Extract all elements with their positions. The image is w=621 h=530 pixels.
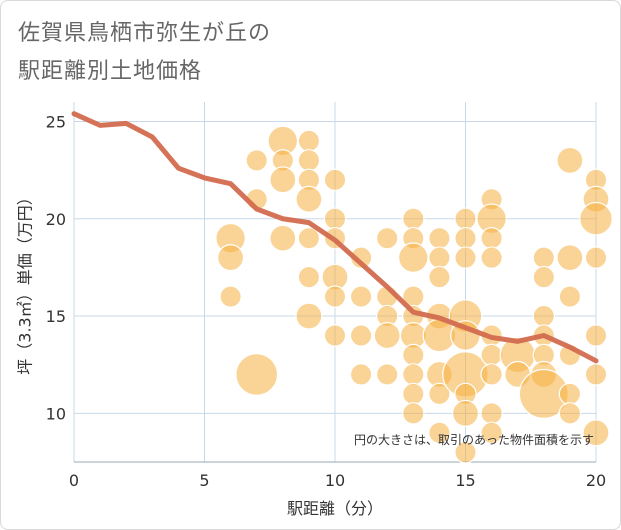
x-tick-label: 5 — [199, 471, 209, 490]
y-tick-label: 20 — [46, 210, 66, 229]
bubble-point — [428, 227, 451, 250]
bubble-point — [480, 246, 503, 269]
bubble-point — [532, 246, 556, 269]
x-axis-label: 駅距離（分） — [287, 499, 383, 518]
bubble-point — [428, 246, 451, 269]
bubble-point — [323, 207, 347, 230]
bubble-point — [297, 129, 321, 153]
bubble-point — [245, 149, 268, 172]
bubble-point — [349, 324, 373, 347]
bubble-point — [556, 244, 584, 272]
x-tick-label: 10 — [325, 471, 345, 490]
bubble-point — [584, 324, 608, 347]
bubble-point — [217, 244, 245, 272]
bubble-point — [584, 363, 608, 386]
bubble-point — [558, 402, 582, 425]
bubble-point — [584, 246, 608, 269]
bubble-point — [579, 201, 613, 236]
x-tick-label: 15 — [455, 471, 475, 490]
bubble-point — [454, 227, 477, 250]
bubble-point — [480, 363, 503, 386]
bubble-point — [349, 363, 373, 386]
bubble-point — [376, 363, 399, 386]
bubble-point — [532, 265, 556, 289]
bubble-point — [295, 302, 323, 330]
bubble-point — [297, 149, 321, 172]
bubble-point — [454, 207, 477, 230]
bubble-point — [376, 227, 399, 250]
bubble-point — [402, 343, 425, 367]
bubble-point — [480, 421, 503, 445]
tick-labels: 0 5 10 15 20 10 15 20 25 — [46, 112, 607, 490]
bubble-point — [373, 321, 401, 350]
bubble-point — [295, 185, 323, 213]
y-tick-label: 15 — [46, 307, 66, 326]
bubble-point — [402, 402, 425, 425]
bubble-point — [402, 363, 425, 386]
bubble-point — [297, 265, 321, 289]
bubble-point — [323, 168, 347, 192]
bubble-point — [480, 402, 503, 425]
bubble-point — [402, 207, 425, 230]
bubble-point — [428, 265, 451, 289]
bubble-point — [297, 227, 321, 250]
x-tick-label: 0 — [69, 471, 79, 490]
y-tick-label: 10 — [46, 404, 66, 423]
size-note: 円の大きさは、取引のあった物件面積を示す — [354, 432, 594, 447]
bubble-point — [454, 441, 477, 464]
bubble-point — [235, 352, 279, 396]
bubble-point — [428, 382, 451, 406]
bubble-point — [558, 382, 582, 406]
bubble-point — [269, 166, 297, 194]
bubble-point — [402, 382, 425, 406]
bubble-point — [349, 246, 373, 269]
bubble-point — [219, 285, 242, 308]
y-tick-label: 25 — [46, 112, 66, 131]
chart-title-line2: 駅距離別土地価格 — [18, 59, 203, 84]
bubble-point — [556, 146, 584, 174]
bubble-point — [428, 421, 451, 445]
y-axis-label: 坪（3.3㎡）単価（万円） — [16, 189, 35, 374]
trend-series — [71, 111, 599, 364]
bubble-point — [558, 285, 582, 308]
bubbles — [215, 125, 613, 464]
bubble-point — [269, 224, 297, 252]
bubble-point — [582, 419, 610, 447]
bubble-point — [451, 399, 480, 427]
bubble-point — [398, 242, 429, 273]
bubble-point — [480, 343, 503, 367]
bubble-point — [532, 304, 556, 328]
bubble-point — [454, 246, 477, 269]
x-tick-label: 20 — [586, 471, 606, 490]
bubble-point — [323, 324, 347, 347]
bubble-point — [323, 285, 347, 308]
trend-line — [71, 111, 599, 364]
bubble-point — [349, 285, 373, 308]
chart-title-line1: 佐賀県鳥栖市弥生が丘の — [18, 21, 272, 46]
bubble-point — [480, 227, 503, 250]
